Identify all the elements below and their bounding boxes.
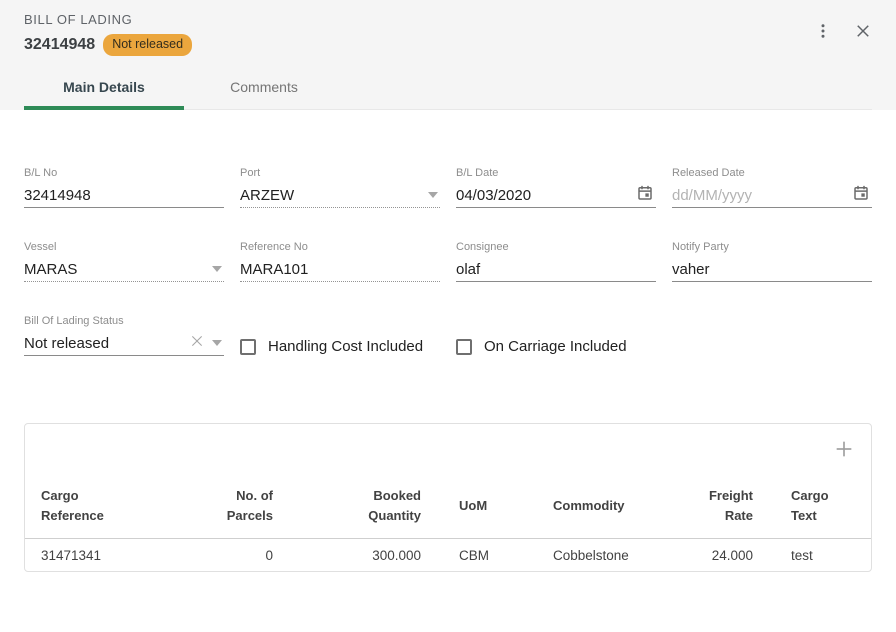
more-options-button[interactable] bbox=[810, 19, 836, 45]
released-date-label: Released Date bbox=[672, 166, 745, 179]
calendar-icon[interactable] bbox=[636, 184, 654, 207]
released-date-placeholder[interactable]: dd/MM/yyyy bbox=[672, 186, 753, 204]
col-freight-rate: Freight Rate bbox=[708, 487, 753, 523]
close-icon bbox=[854, 22, 872, 43]
cell-booked-quantity: 300.000 bbox=[372, 547, 421, 563]
bl-number: 32414948 bbox=[24, 35, 96, 53]
col-commodity: Commodity bbox=[553, 497, 625, 513]
port-value: ARZEW bbox=[240, 186, 295, 204]
released-date-field[interactable]: Released Date dd/MM/yyyy bbox=[672, 166, 872, 208]
tab-main-details-label: Main Details bbox=[63, 79, 145, 95]
col-no-of-parcels: No. of Parcels bbox=[226, 487, 273, 523]
notify-party-value[interactable]: vaher bbox=[672, 260, 710, 278]
cell-commodity: Cobbelstone bbox=[553, 547, 629, 563]
cell-uom: CBM bbox=[459, 547, 489, 563]
consignee-value[interactable]: olaf bbox=[456, 260, 481, 278]
bl-date-field[interactable]: B/L Date 04/03/2020 bbox=[456, 166, 656, 208]
chevron-down-icon bbox=[428, 192, 438, 198]
port-label: Port bbox=[240, 166, 261, 179]
consignee-field[interactable]: Consignee olaf bbox=[456, 240, 656, 282]
col-booked-quantity: Booked Quantity bbox=[368, 487, 421, 523]
dialog-title: BILL OF LADING bbox=[24, 12, 133, 27]
cell-no-of-parcels: 0 bbox=[265, 547, 273, 563]
col-cargo-reference: Cargo Reference bbox=[41, 487, 104, 523]
tab-main-details[interactable]: Main Details bbox=[24, 66, 184, 110]
bl-status-field[interactable]: Bill Of Lading Status Not released bbox=[24, 314, 224, 359]
reference-no-label: Reference No bbox=[240, 240, 308, 253]
bl-status-label: Bill Of Lading Status bbox=[24, 314, 124, 327]
cargo-lines-card: Cargo Reference No. of Parcels Booked Quant… bbox=[24, 422, 872, 572]
plus-icon bbox=[833, 438, 855, 463]
on-carriage-label: On Carriage Included bbox=[484, 338, 627, 355]
handling-cost-label: Handling Cost Included bbox=[268, 338, 424, 355]
vessel-value: MARAS bbox=[24, 260, 78, 278]
col-uom: UoM bbox=[459, 497, 488, 513]
checkbox-unchecked-icon[interactable] bbox=[240, 338, 256, 355]
cargo-table-header-row: Cargo Reference No. of Parcels Booked Quant… bbox=[25, 464, 871, 538]
vessel-field: Vessel MARAS bbox=[24, 240, 224, 282]
bl-no-field[interactable]: B/L No 32414948 bbox=[24, 166, 224, 208]
bl-no-value[interactable]: 32414948 bbox=[24, 186, 91, 204]
chevron-down-icon[interactable] bbox=[212, 340, 222, 346]
notify-party-field[interactable]: Notify Party vaher bbox=[672, 240, 872, 282]
main-details-form: B/L No 32414948 Port ARZEW B/L Date 04/0… bbox=[0, 110, 896, 359]
cargo-table: Cargo Reference No. of Parcels Booked Quant… bbox=[25, 464, 871, 572]
bl-status-value[interactable]: Not released bbox=[24, 334, 110, 352]
status-badge: Not released bbox=[103, 34, 193, 56]
spacer bbox=[672, 314, 872, 359]
add-cargo-line-button[interactable] bbox=[831, 438, 857, 464]
calendar-icon[interactable] bbox=[852, 184, 870, 207]
tab-comments-label: Comments bbox=[230, 79, 298, 95]
col-cargo-text: Cargo Text bbox=[791, 487, 829, 523]
notify-party-label: Notify Party bbox=[672, 240, 729, 253]
reference-no-field: Reference No MARA101 bbox=[240, 240, 440, 282]
checkbox-unchecked-icon[interactable] bbox=[456, 338, 472, 355]
chevron-down-icon bbox=[212, 266, 222, 272]
reference-no-value: MARA101 bbox=[240, 260, 309, 278]
bl-date-value[interactable]: 04/03/2020 bbox=[456, 186, 532, 204]
on-carriage-checkbox-item[interactable]: On Carriage Included bbox=[456, 335, 656, 359]
handling-cost-checkbox-item[interactable]: Handling Cost Included bbox=[240, 335, 440, 359]
bl-date-label: B/L Date bbox=[456, 166, 499, 179]
kebab-menu-icon bbox=[814, 22, 832, 43]
cargo-table-row[interactable]: 31471341 0 300.000 CBM Cobbelstone 24.00… bbox=[25, 538, 871, 571]
active-tab-indicator bbox=[24, 105, 184, 110]
clear-icon[interactable] bbox=[189, 333, 205, 354]
tab-comments[interactable]: Comments bbox=[184, 66, 344, 109]
port-field: Port ARZEW bbox=[240, 166, 440, 208]
consignee-label: Consignee bbox=[456, 240, 509, 253]
cell-cargo-text: test bbox=[791, 547, 813, 563]
dialog-header: BILL OF LADING 32414948 Not released bbox=[0, 0, 896, 110]
cell-cargo-reference: 31471341 bbox=[41, 547, 102, 563]
vessel-label: Vessel bbox=[24, 240, 57, 253]
close-button[interactable] bbox=[850, 19, 876, 45]
cell-freight-rate: 24.000 bbox=[711, 547, 753, 563]
tab-bar: Main Details Comments bbox=[24, 65, 872, 110]
bl-no-label: B/L No bbox=[24, 166, 58, 179]
